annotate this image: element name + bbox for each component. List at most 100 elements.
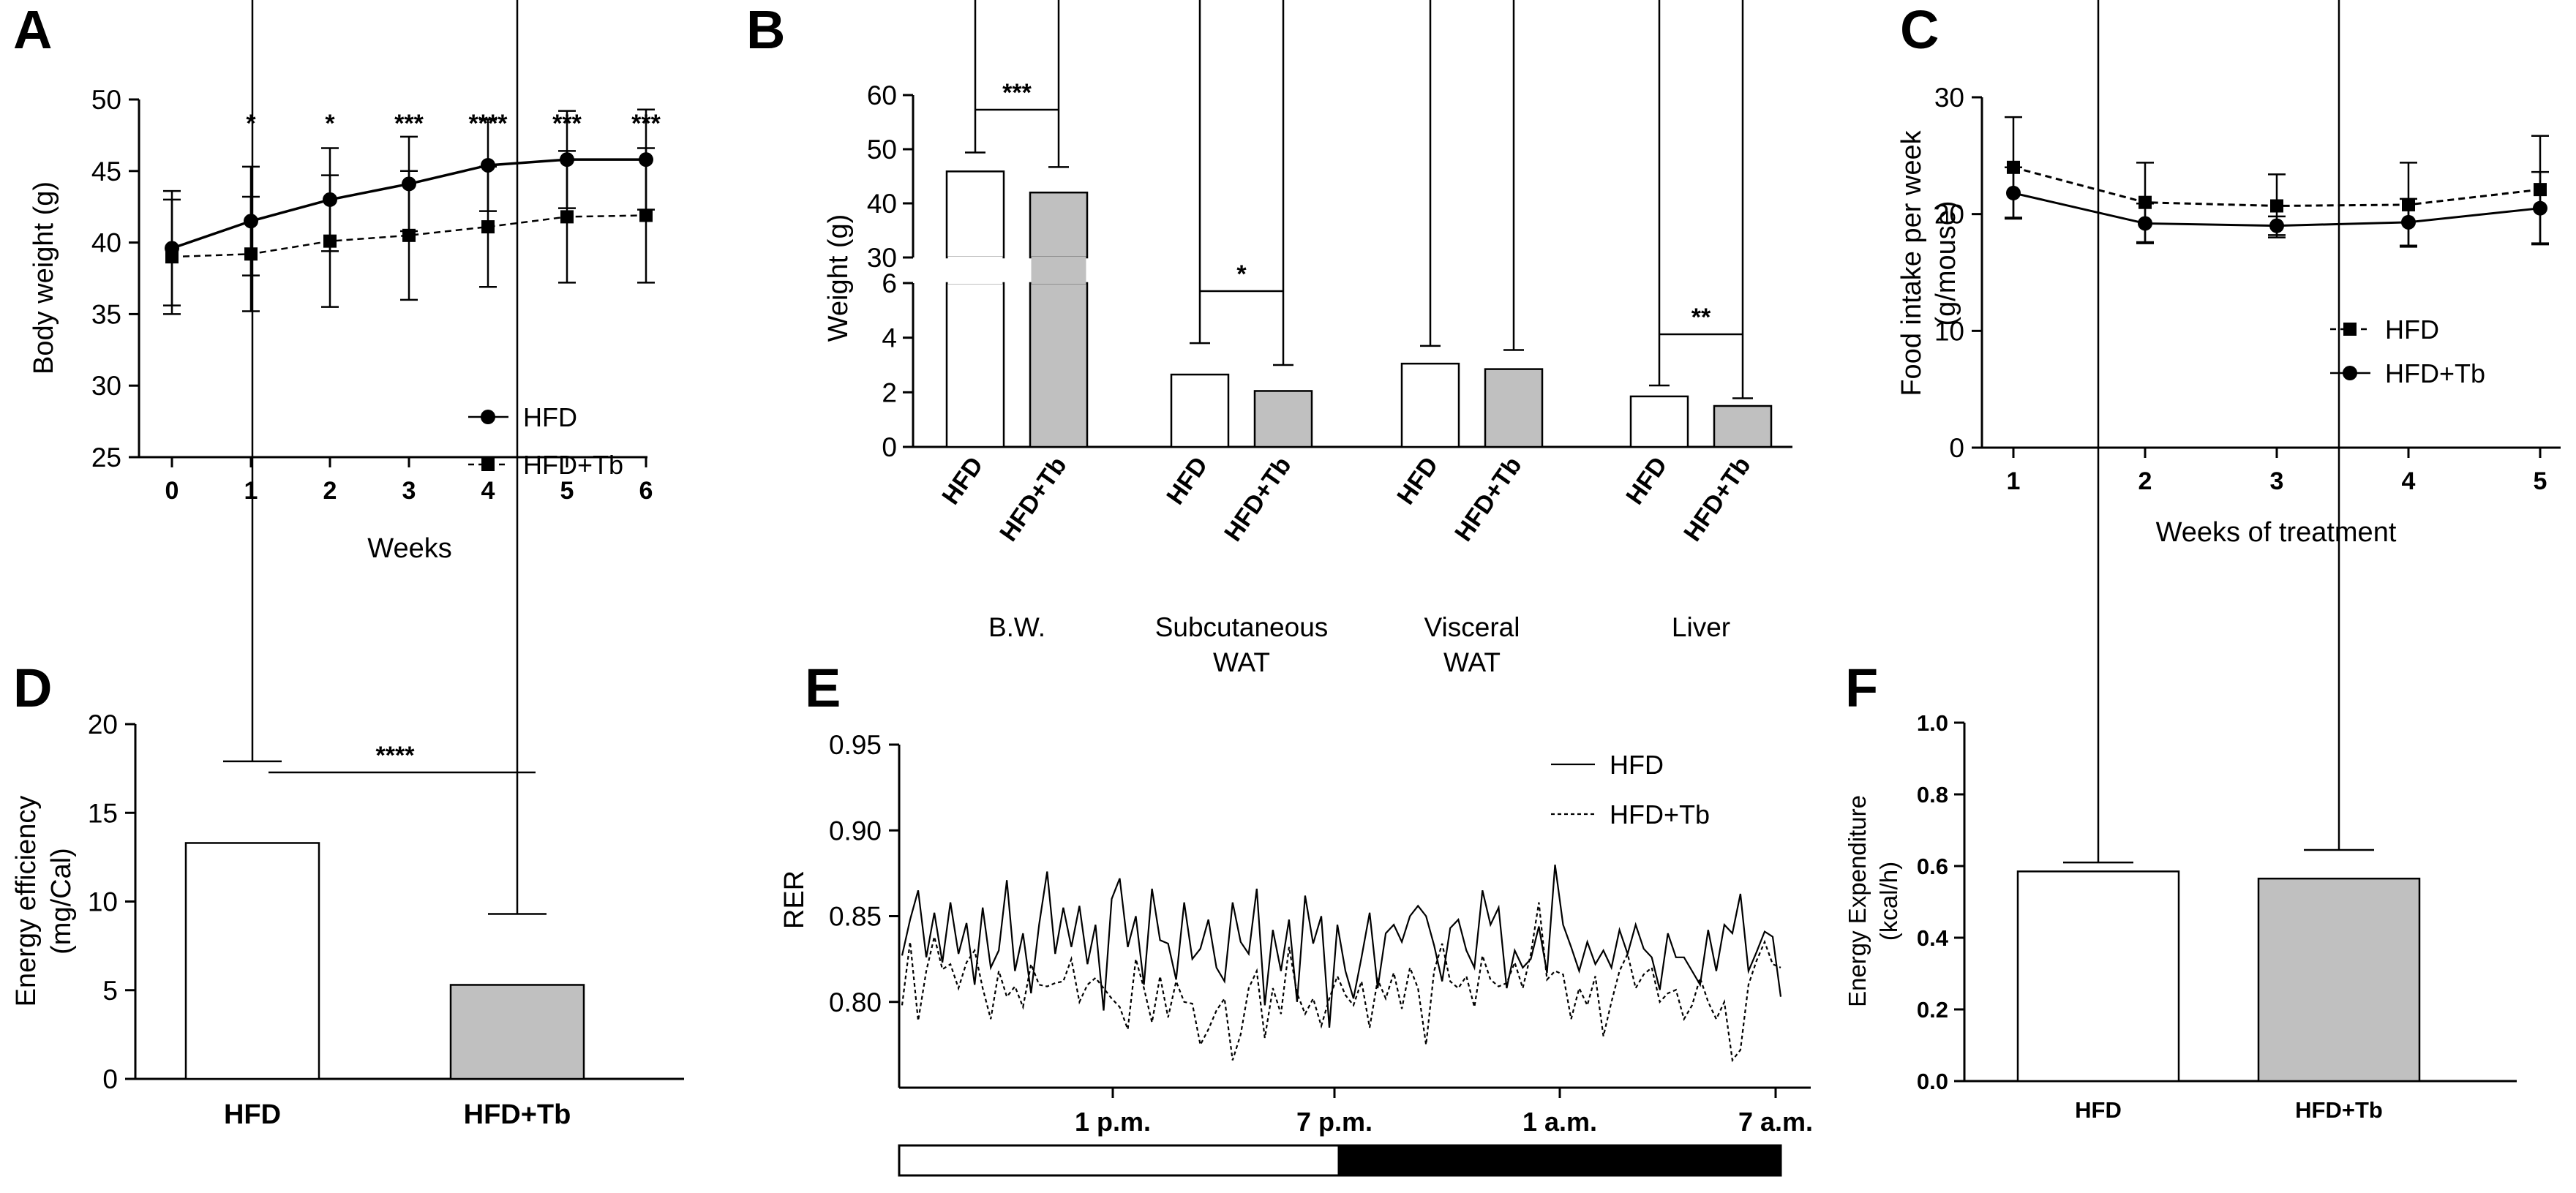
b-bar-label: HFD	[936, 452, 988, 510]
c-y-axis-label-2: (g/mouse)	[1931, 200, 1961, 325]
b-bar-gap-HFD+Tb	[1031, 257, 1086, 284]
b-bar-lower-HFD+Tb	[1029, 282, 1089, 448]
a-point-HFD	[481, 157, 495, 173]
a-legend-label: HFD	[523, 402, 577, 432]
b-group-label-2: WAT	[1443, 647, 1501, 677]
f-y-tick-label: 0.8	[1917, 782, 1948, 808]
b-significance: **	[1691, 304, 1711, 331]
d-y-tick-label: 5	[102, 976, 118, 1006]
b-group-label: Subcutaneous	[1155, 612, 1329, 642]
b-bar-HFD	[1170, 373, 1230, 448]
b-group-label-2: WAT	[1213, 647, 1270, 677]
a-x-tick-label: 5	[560, 477, 574, 505]
d-y-axis-label-2: (mg/Cal)	[46, 848, 77, 955]
c-legend-marker	[2343, 366, 2357, 380]
b-bar-label: HFD	[1621, 452, 1672, 510]
b-bar-label: HFD+Tb	[1449, 452, 1527, 546]
e-y-tick-label: 0.95	[829, 730, 882, 760]
a-point-HFD+Tb	[244, 247, 258, 261]
c-point-HFD	[2270, 199, 2283, 213]
b-bar-HFD+Tb	[1253, 390, 1313, 448]
c-point-HFD+Tb	[2401, 214, 2416, 230]
a-y-tick-label: 40	[91, 228, 121, 258]
e-x-tick-label: 1 a.m.	[1522, 1107, 1597, 1137]
b-bar-label: HFD+Tb	[1678, 452, 1756, 546]
e-y-tick-label: 0.80	[829, 987, 882, 1017]
d-x-tick-label: HFD	[224, 1099, 281, 1130]
b-bar-HFD	[1400, 362, 1460, 448]
c-y-tick-label: 20	[1934, 200, 1964, 230]
f-y-tick-label: 0.6	[1917, 854, 1948, 879]
c-y-axis-label: Food intake per week	[1896, 129, 1927, 396]
panel-c-food-intake-chart: 0 10 20 30 1 2 3 4 5 Weeks of treatment Food intak…	[1896, 83, 2561, 548]
b-y-tick-label: 2	[882, 377, 897, 407]
d-bar-HFD+Tb	[449, 984, 585, 1080]
c-point-HFD+Tb	[2006, 185, 2021, 200]
c-x-tick-label: 1	[2007, 467, 2021, 495]
a-x-tick-label: 0	[165, 477, 179, 505]
b-bar-label: HFD	[1161, 452, 1213, 510]
b-group-label: Liver	[1672, 612, 1730, 642]
f-x-tick-label: HFD	[2075, 1097, 2122, 1123]
a-y-tick-label: 25	[91, 443, 121, 473]
c-legend-label: HFD	[2385, 315, 2439, 345]
a-x-axis-label: Weeks	[367, 533, 451, 564]
c-x-tick-label: 4	[2402, 467, 2416, 495]
panel-f-energy-expenditure-chart: 0.0 0.2 0.4 0.6 0.8 1.0 Energy Expenditure (kca…	[1844, 0, 2517, 1123]
e-x-tick-label: 1 p.m.	[1075, 1107, 1151, 1137]
a-y-axis-label: Body weight (g)	[29, 181, 59, 375]
a-significance: ***	[631, 110, 661, 138]
e-y-axis-label: RER	[779, 870, 810, 929]
f-bar-HFD+Tb	[2257, 877, 2421, 1083]
f-y-tick-label: 0.4	[1917, 925, 1949, 951]
a-significance: ****	[469, 110, 508, 138]
b-group-label: Visceral	[1424, 612, 1520, 642]
c-legend-label: HFD+Tb	[2385, 358, 2485, 388]
b-y-tick-label: 6	[882, 268, 897, 298]
c-y-tick-label: 0	[1949, 433, 1964, 463]
d-x-tick-label: HFD+Tb	[464, 1099, 571, 1130]
b-bar-HFD+Tb	[1029, 191, 1089, 259]
panel-label-a: A	[13, 0, 52, 60]
c-x-tick-label: 5	[2534, 467, 2547, 495]
a-significance: ***	[394, 110, 424, 138]
panel-label-f: F	[1845, 658, 1878, 718]
e-series-line-HFD+Tb	[901, 902, 1781, 1063]
d-y-tick-label: 15	[88, 798, 118, 828]
panel-e-rer-chart: 0.80 0.85 0.90 0.95 RER 1 p.m. 7 p.m. 1 a.m. 7 a…	[779, 730, 1813, 1177]
panel-label-b: B	[746, 0, 785, 60]
b-bar-HFD	[1629, 395, 1689, 448]
e-legend-label: HFD	[1610, 750, 1664, 780]
b-group-label: B.W.	[988, 612, 1045, 642]
b-bar-gap-HFD	[947, 257, 1003, 284]
b-y-tick-label: 40	[867, 189, 897, 219]
a-x-tick-label: 1	[244, 477, 258, 505]
a-point-HFD+Tb	[560, 210, 574, 224]
a-point-HFD+Tb	[481, 220, 495, 234]
b-y-tick-label: 30	[867, 243, 897, 273]
f-bar-HFD	[2016, 870, 2180, 1083]
b-significance: ***	[1002, 79, 1032, 107]
d-y-tick-label: 20	[88, 710, 118, 739]
b-y-tick-label: 0	[882, 432, 897, 462]
b-y-tick-label: 50	[867, 135, 897, 165]
c-y-tick-label: 10	[1934, 316, 1964, 346]
a-y-tick-label: 35	[91, 299, 121, 329]
b-y-tick-label: 4	[882, 323, 897, 353]
b-y-tick-label: 60	[867, 80, 897, 110]
e-x-tick-label: 7 a.m.	[1738, 1107, 1813, 1137]
d-y-tick-label: 0	[102, 1064, 118, 1094]
d-y-axis-label: Energy efficiency	[11, 796, 42, 1007]
a-x-tick-label: 4	[481, 477, 495, 505]
c-x-axis-label: Weeks of treatment	[2156, 517, 2397, 548]
e-y-tick-label: 0.90	[829, 816, 882, 846]
a-legend-marker	[481, 458, 495, 471]
f-y-axis-label: Energy Expenditure	[1844, 795, 1871, 1007]
b-bar-HFD+Tb	[1713, 404, 1773, 448]
c-legend-marker	[2343, 323, 2357, 336]
f-y-tick-label: 1.0	[1917, 710, 1948, 736]
panel-label-c: C	[1900, 0, 1939, 60]
